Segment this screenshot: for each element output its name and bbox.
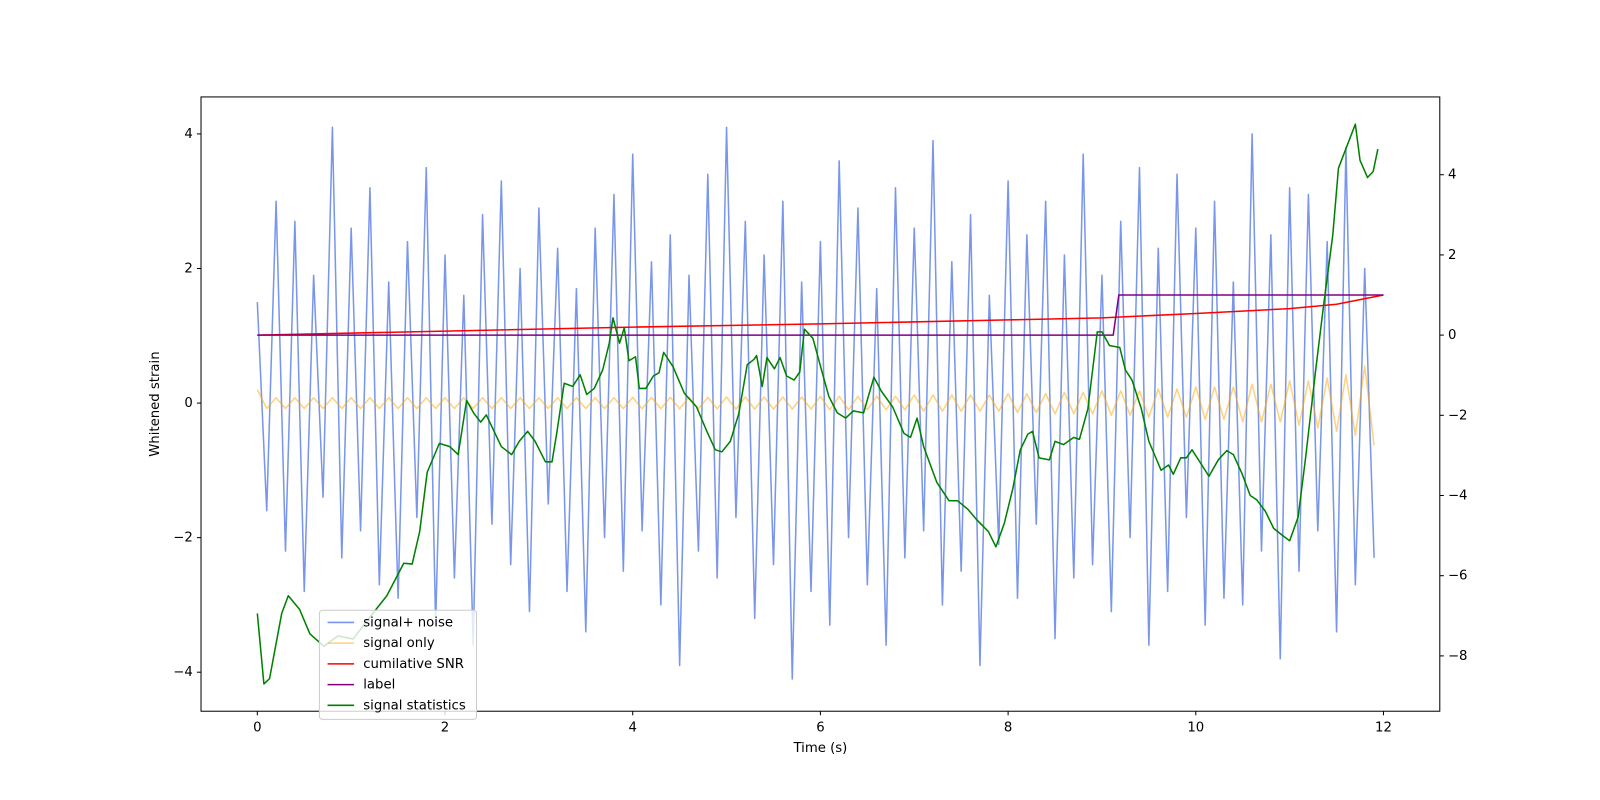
y-tick-label: 4 <box>184 127 192 142</box>
x-tick-label: 10 <box>1187 721 1204 736</box>
legend-box <box>318 609 478 720</box>
series-line <box>256 126 1375 680</box>
series-line <box>257 294 1384 336</box>
y-tick-label: −2 <box>173 531 193 546</box>
y2-tick-label: −6 <box>1448 569 1468 584</box>
y2-tick-label: 4 <box>1448 168 1456 183</box>
y-tick-label: −4 <box>173 665 193 680</box>
x-tick-label: 6 <box>816 721 824 736</box>
legend-label: signal only <box>363 636 435 651</box>
plot-area <box>256 123 1384 685</box>
y2-tick-label: −2 <box>1448 408 1468 423</box>
legend-label: label <box>363 678 395 693</box>
x-tick-label: 0 <box>253 721 261 736</box>
legend-label: cumilative SNR <box>363 657 464 672</box>
series-line <box>257 294 1384 336</box>
legend-label: signal statistics <box>363 698 466 713</box>
axes: 0 2 4 6 8 10 12 −4 −2 0 2 4 −8 −6 −4 −2 0 2 4 <box>173 127 1467 736</box>
x-tick-label: 2 <box>441 721 449 736</box>
y2-tick-label: −4 <box>1448 489 1468 504</box>
y2-tick-label: 2 <box>1448 248 1456 263</box>
y2-tick-label: 0 <box>1448 328 1456 343</box>
x-tick-label: 8 <box>1004 721 1012 736</box>
y-tick-label: 0 <box>184 396 192 411</box>
x-tick-label: 12 <box>1375 721 1392 736</box>
y2-tick-label: −8 <box>1448 649 1468 664</box>
x-axis-label: Time (s) <box>792 741 847 756</box>
y-axis-label: Whitened strain <box>148 351 163 456</box>
x-tick-label: 4 <box>628 721 636 736</box>
series-line <box>256 123 1379 685</box>
series-line <box>256 365 1375 446</box>
legend: signal+ noise signal only cumilative SNR la… <box>318 609 478 720</box>
y-tick-label: 2 <box>184 262 192 277</box>
legend-label: signal+ noise <box>363 615 453 630</box>
